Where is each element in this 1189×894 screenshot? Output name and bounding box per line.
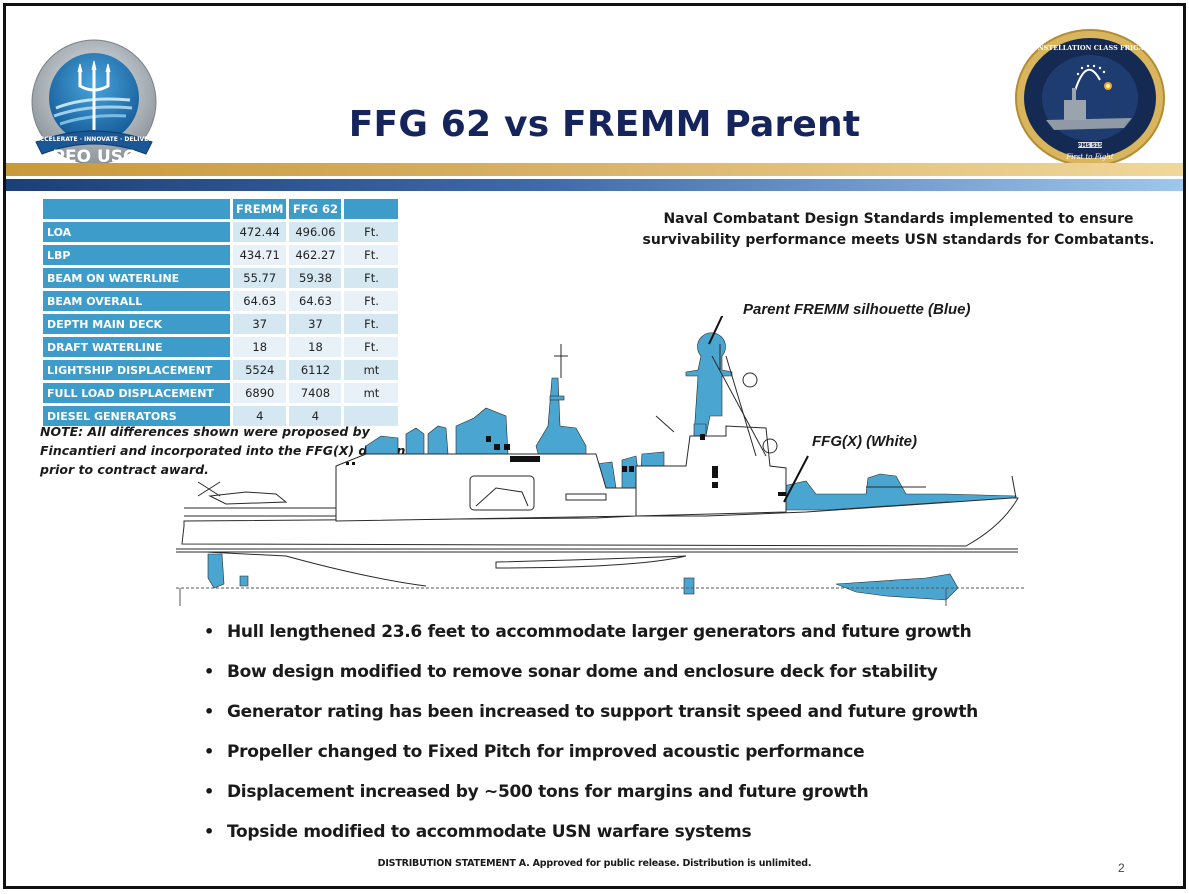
table-header-row: FREMM FFG 62: [43, 199, 399, 219]
header-fremm: FREMM: [233, 199, 287, 219]
list-item-text: Topside modified to accommodate USN warf…: [227, 822, 752, 842]
distribution-statement: DISTRIBUTION STATEMENT A. Approved for p…: [377, 858, 812, 869]
row-label: LOA: [43, 222, 230, 242]
table-row: LBP 434.71 462.27 Ft.: [43, 245, 399, 265]
ffg62-value: 18: [289, 337, 342, 357]
unit: Ft.: [344, 268, 399, 288]
unit: Ft.: [344, 222, 399, 242]
ffg62-value: 496.06: [289, 222, 342, 242]
table-row: BEAM ON WATERLINE 55.77 59.38 Ft.: [43, 268, 399, 288]
unit: Ft.: [344, 337, 399, 357]
row-label: DRAFT WATERLINE: [43, 337, 230, 357]
list-item: • Topside modified to accommodate USN war…: [204, 818, 978, 858]
list-item: • Hull lengthened 23.6 feet to accommodat…: [204, 618, 978, 658]
table-row: BEAM OVERALL 64.63 64.63 Ft.: [43, 291, 399, 311]
bullet-icon: •: [204, 782, 214, 801]
list-item-text: Generator rating has been increased to s…: [227, 702, 978, 722]
header-label-cell: [43, 199, 230, 219]
page-title: FFG 62 vs FREMM Parent: [348, 104, 861, 145]
fremm-value: 472.44: [233, 222, 287, 242]
table-row: DIESEL GENERATORS 4 4: [43, 406, 399, 426]
peo-usc-logo-icon: ACCELERATE · INNOVATE · DELIVER PEO USC: [26, 34, 164, 172]
list-item: • Propeller changed to Fixed Pitch for im…: [204, 738, 978, 778]
list-item-text: Hull lengthened 23.6 feet to accommodate…: [227, 622, 972, 642]
ffgx-callout: FFG(X) (White): [812, 433, 917, 450]
svg-text:CONSTELLATION CLASS FRIGATE: CONSTELLATION CLASS FRIGATE: [1027, 44, 1153, 52]
change-list: • Hull lengthened 23.6 feet to accommodat…: [204, 618, 978, 858]
ffg62-value: 6112: [289, 360, 342, 380]
list-item-text: Bow design modified to remove sonar dome…: [227, 662, 938, 682]
header-gold-band: [6, 163, 1183, 176]
list-item: • Generator rating has been increased to …: [204, 698, 978, 738]
row-label: BEAM OVERALL: [43, 291, 230, 311]
unit: Ft.: [344, 291, 399, 311]
ffg62-value: 64.63: [289, 291, 342, 311]
fremm-value: 434.71: [233, 245, 287, 265]
row-label: DIESEL GENERATORS: [43, 406, 230, 426]
header-ffg62: FFG 62: [289, 199, 342, 219]
bullet-icon: •: [204, 822, 214, 841]
header-unit: [344, 199, 399, 219]
row-label: BEAM ON WATERLINE: [43, 268, 230, 288]
bullet-icon: •: [204, 662, 214, 681]
bullet-icon: •: [204, 622, 214, 641]
ffg62-value: 462.27: [289, 245, 342, 265]
ffg62-value: 7408: [289, 383, 342, 403]
unit: mt: [344, 360, 399, 380]
svg-text:PEO USC: PEO USC: [53, 147, 136, 167]
design-note: NOTE: All differences shown were propose…: [40, 424, 406, 477]
fremm-value: 6890: [233, 383, 287, 403]
standards-statement: Naval Combatant Design Standards impleme…: [642, 211, 1155, 248]
svg-text:PMS 515: PMS 515: [1078, 143, 1103, 149]
ffg62-value: 37: [289, 314, 342, 334]
fremm-value: 4: [233, 406, 287, 426]
fremm-value: 18: [233, 337, 287, 357]
ffg62-value: 4: [289, 406, 342, 426]
fremm-value: 37: [233, 314, 287, 334]
slide: ACCELERATE · INNOVATE · DELIVER PEO USC …: [3, 3, 1186, 889]
header-blue-band: [6, 179, 1183, 191]
table-row: LOA 472.44 496.06 Ft.: [43, 222, 399, 242]
unit: Ft.: [344, 314, 399, 334]
row-label: LBP: [43, 245, 230, 265]
svg-text:First to Fight: First to Fight: [1065, 153, 1113, 161]
list-item: • Bow design modified to remove sonar dom…: [204, 658, 978, 698]
fremm-value: 64.63: [233, 291, 287, 311]
unit: mt: [344, 383, 399, 403]
row-label: DEPTH MAIN DECK: [43, 314, 230, 334]
unit: [344, 406, 399, 426]
page-number: 2: [1118, 861, 1125, 875]
unit: Ft.: [344, 245, 399, 265]
table-row: LIGHTSHIP DISPLACEMENT 5524 6112 mt: [43, 360, 399, 380]
table-row: FULL LOAD DISPLACEMENT 6890 7408 mt: [43, 383, 399, 403]
svg-text:ACCELERATE · INNOVATE · DELIVE: ACCELERATE · INNOVATE · DELIVER: [35, 136, 153, 143]
row-label: FULL LOAD DISPLACEMENT: [43, 383, 230, 403]
table-row: DRAFT WATERLINE 18 18 Ft.: [43, 337, 399, 357]
fremm-value: 55.77: [233, 268, 287, 288]
fremm-silhouette-callout: Parent FREMM silhouette (Blue): [743, 301, 971, 318]
spec-comparison-table: FREMM FFG 62 LOA 472.44 496.06 Ft. LBP 4…: [40, 196, 401, 429]
constellation-class-seal-icon: PMS 515 CONSTELLATION CLASS FRIGATE Firs…: [1014, 28, 1166, 168]
table-row: DEPTH MAIN DECK 37 37 Ft.: [43, 314, 399, 334]
ffg62-value: 59.38: [289, 268, 342, 288]
row-label: LIGHTSHIP DISPLACEMENT: [43, 360, 230, 380]
fremm-value: 5524: [233, 360, 287, 380]
bullet-icon: •: [204, 742, 214, 761]
ship-profile-diagram: [166, 311, 1046, 606]
bullet-icon: •: [204, 702, 214, 721]
list-item: • Displacement increased by ~500 tons for…: [204, 778, 978, 818]
list-item-text: Propeller changed to Fixed Pitch for imp…: [227, 742, 865, 762]
list-item-text: Displacement increased by ~500 tons for …: [227, 782, 869, 802]
